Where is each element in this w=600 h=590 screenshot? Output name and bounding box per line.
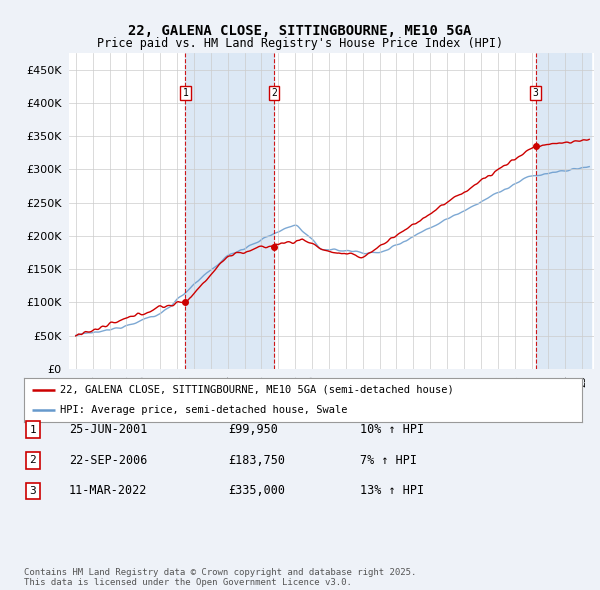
Text: 11-MAR-2022: 11-MAR-2022 (69, 484, 148, 497)
Bar (536, 53, 590, 369)
Text: 1: 1 (182, 88, 188, 98)
Text: 22, GALENA CLOSE, SITTINGBOURNE, ME10 5GA: 22, GALENA CLOSE, SITTINGBOURNE, ME10 5G… (128, 24, 472, 38)
Text: 10% ↑ HPI: 10% ↑ HPI (360, 423, 424, 436)
Text: 3: 3 (29, 486, 37, 496)
Bar (185, 53, 274, 369)
Text: 2: 2 (29, 455, 37, 465)
Text: 7% ↑ HPI: 7% ↑ HPI (360, 454, 417, 467)
Text: HPI: Average price, semi-detached house, Swale: HPI: Average price, semi-detached house,… (60, 405, 348, 415)
Text: Contains HM Land Registry data © Crown copyright and database right 2025.
This d: Contains HM Land Registry data © Crown c… (24, 568, 416, 587)
Text: 22-SEP-2006: 22-SEP-2006 (69, 454, 148, 467)
Text: 13% ↑ HPI: 13% ↑ HPI (360, 484, 424, 497)
Text: £183,750: £183,750 (228, 454, 285, 467)
Text: 3: 3 (533, 88, 539, 98)
Text: 25-JUN-2001: 25-JUN-2001 (69, 423, 148, 436)
Text: 2: 2 (271, 88, 277, 98)
Text: £335,000: £335,000 (228, 484, 285, 497)
Text: 1: 1 (29, 425, 37, 434)
Text: £99,950: £99,950 (228, 423, 278, 436)
Text: Price paid vs. HM Land Registry's House Price Index (HPI): Price paid vs. HM Land Registry's House … (97, 37, 503, 50)
Text: 22, GALENA CLOSE, SITTINGBOURNE, ME10 5GA (semi-detached house): 22, GALENA CLOSE, SITTINGBOURNE, ME10 5G… (60, 385, 454, 395)
